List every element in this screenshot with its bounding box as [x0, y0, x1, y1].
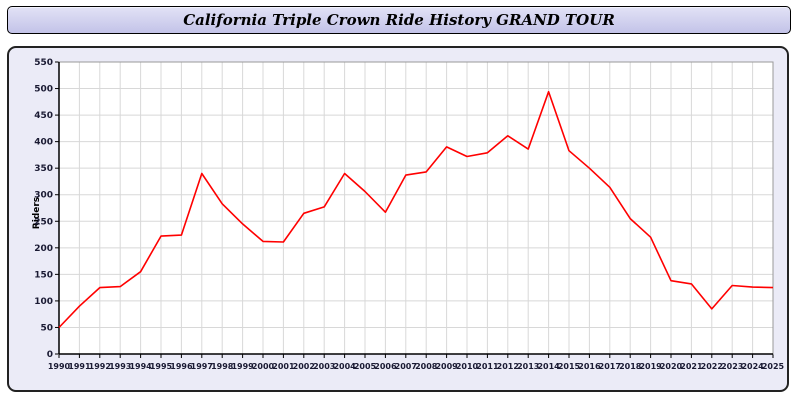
x-tick-label: 2019: [639, 362, 662, 371]
x-tick-label: 1991: [68, 362, 91, 371]
x-tick-label: 1990: [48, 362, 71, 371]
x-tick-label: 2021: [680, 362, 703, 371]
x-tick-label: 2024: [741, 362, 764, 371]
x-tick-label: 2007: [395, 362, 417, 371]
x-tick-label: 2004: [333, 362, 356, 371]
y-tick-label: 50: [40, 323, 53, 333]
x-tick-label: 2013: [517, 362, 539, 371]
x-tick-label: 1992: [89, 362, 111, 371]
ride-history-line-chart: 0501001502002503003504004505005501990199…: [34, 58, 785, 371]
x-tick-label: 2003: [313, 362, 335, 371]
x-tick-label: 2008: [415, 362, 438, 371]
x-tick-label: 2010: [456, 362, 479, 371]
x-tick-label: 1995: [150, 362, 173, 371]
y-tick-label: 500: [34, 85, 53, 95]
x-tick-label: 2025: [762, 362, 785, 371]
x-tick-label: 2001: [272, 362, 295, 371]
x-tick-label: 2016: [578, 362, 601, 371]
x-tick-label: 2020: [660, 362, 683, 371]
chart-panel: Riders 0 50 100 150 200 250 300 350 400 450 500 550…: [7, 46, 789, 392]
chart-title-bar: California Triple Crown Ride History GRA…: [7, 6, 791, 34]
x-tick-label: 1998: [211, 362, 234, 371]
y-tick-label: 550: [34, 58, 53, 68]
y-tick-label: 350: [34, 164, 53, 174]
x-tick-label: 2012: [497, 362, 519, 371]
y-tick-label: 150: [34, 270, 53, 280]
x-tick-label: 2015: [558, 362, 581, 371]
x-tick-label: 2000: [252, 362, 275, 371]
y-tick-label: 250: [34, 217, 53, 227]
y-tick-label: 400: [34, 138, 53, 148]
y-tick-label: 450: [34, 111, 53, 121]
chart-title: California Triple Crown Ride History GRA…: [183, 11, 615, 29]
y-tick-label: 0: [47, 350, 53, 360]
x-tick-label: 1997: [191, 362, 213, 371]
x-tick-label: 2022: [701, 362, 723, 371]
y-tick-label: 100: [34, 297, 53, 307]
x-tick-label: 2005: [354, 362, 377, 371]
plot-area: [59, 62, 773, 354]
x-tick-label: 2014: [537, 362, 560, 371]
x-tick-label: 2017: [599, 362, 621, 371]
x-tick-label: 2018: [619, 362, 642, 371]
x-tick-label: 2023: [721, 362, 743, 371]
y-tick-label: 300: [34, 191, 53, 201]
x-tick-label: 2002: [293, 362, 315, 371]
x-tick-label: 1993: [109, 362, 131, 371]
riders-series-line: [58, 90, 774, 329]
x-tick-label: 2009: [435, 362, 458, 371]
x-tick-label: 2006: [374, 362, 397, 371]
x-tick-label: 1999: [231, 362, 254, 371]
x-tick-label: 1996: [170, 362, 193, 371]
x-tick-label: 1994: [129, 362, 152, 371]
x-tick-label: 2011: [476, 362, 499, 371]
y-tick-label: 200: [34, 244, 53, 254]
